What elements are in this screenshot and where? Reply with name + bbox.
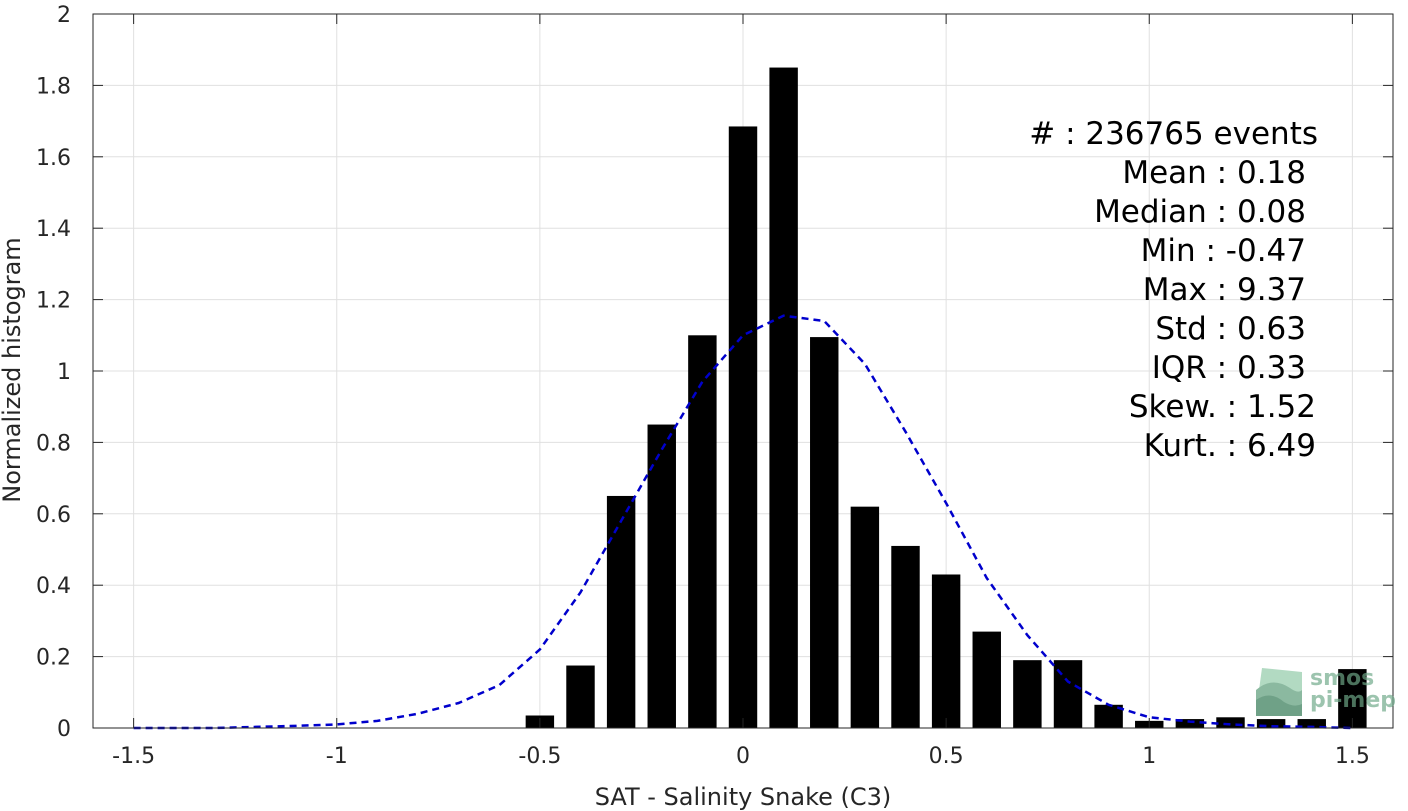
y-tick-label: 1 [57,360,71,385]
histogram-bar [1256,719,1286,728]
x-tick-label: -1 [326,744,348,769]
x-tick-label: -0.5 [518,744,561,769]
histogram-bar [810,337,839,728]
histogram-bar [728,126,758,728]
y-tick-label: 2 [57,3,71,28]
x-tick-label: 1 [1142,744,1156,769]
y-tick-label: 1.8 [36,74,71,99]
histogram-bar [769,67,798,729]
x-tick-label: -1.5 [112,744,155,769]
histogram-bar [850,506,880,728]
histogram-bar [566,665,595,728]
smos-pimep-logo: smos pi-mep [1256,666,1396,716]
histogram-bar [647,424,676,728]
histogram-bar [688,335,717,728]
x-tick-label: 1.5 [1335,744,1370,769]
stat-min: Min : -0.47 [1141,233,1306,269]
histogram-bar [1094,704,1123,728]
logo-text-pimep: pi-mep [1310,688,1396,713]
y-tick-labels: 0 0.2 0.4 0.6 0.8 1 1.2 1.4 1.6 1.8 2 [36,3,71,742]
y-tick-label: 0.8 [36,431,71,456]
y-tick-label: 0.2 [36,646,71,671]
histogram-bar [972,631,1001,728]
stat-median: Median : 0.08 [1094,194,1306,230]
logo-text-smos: smos [1310,666,1374,691]
statistics-annotation: # : 236765 events Mean : 0.18 Median : 0… [1029,116,1318,464]
histogram-bar [606,495,636,728]
stat-count: # : 236765 events [1029,116,1318,152]
histogram-bar [931,574,961,728]
x-tick-label: 0.5 [929,744,964,769]
y-tick-label: 0.4 [36,574,71,599]
histogram-bars [525,67,1367,729]
y-tick-label: 1.2 [36,289,71,314]
y-axis-label: Normalized histogram [0,237,26,502]
y-tick-label: 1.6 [36,146,71,171]
x-tick-labels: -1.5 -1 -0.5 0 0.5 1 1.5 [112,744,1370,769]
histogram-bar [1175,719,1205,728]
histogram-bar [1216,717,1245,728]
logo-wave-icon [1256,668,1302,716]
x-axis-label: SAT - Salinity Snake (C3) [595,783,892,811]
axis-ticks [93,13,1393,729]
stat-skew: Skew. : 1.52 [1129,389,1316,425]
y-tick-label: 1.4 [36,217,71,242]
x-tick-label: 0 [736,744,750,769]
stat-max: Max : 9.37 [1143,272,1306,308]
histogram-bar [1013,660,1042,728]
histogram-bar [891,545,920,728]
stat-std: Std : 0.63 [1155,311,1306,347]
y-tick-label: 0.6 [36,503,71,528]
y-tick-label: 0 [57,717,71,742]
stat-kurt: Kurt. : 6.49 [1144,428,1316,464]
stat-mean: Mean : 0.18 [1122,155,1306,191]
histogram-bar [1297,719,1326,728]
stat-iqr: IQR : 0.33 [1152,350,1306,386]
